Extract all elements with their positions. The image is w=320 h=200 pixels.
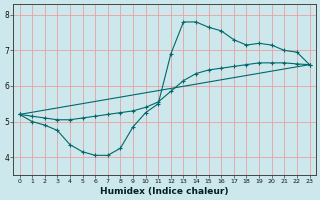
X-axis label: Humidex (Indice chaleur): Humidex (Indice chaleur) xyxy=(100,187,229,196)
